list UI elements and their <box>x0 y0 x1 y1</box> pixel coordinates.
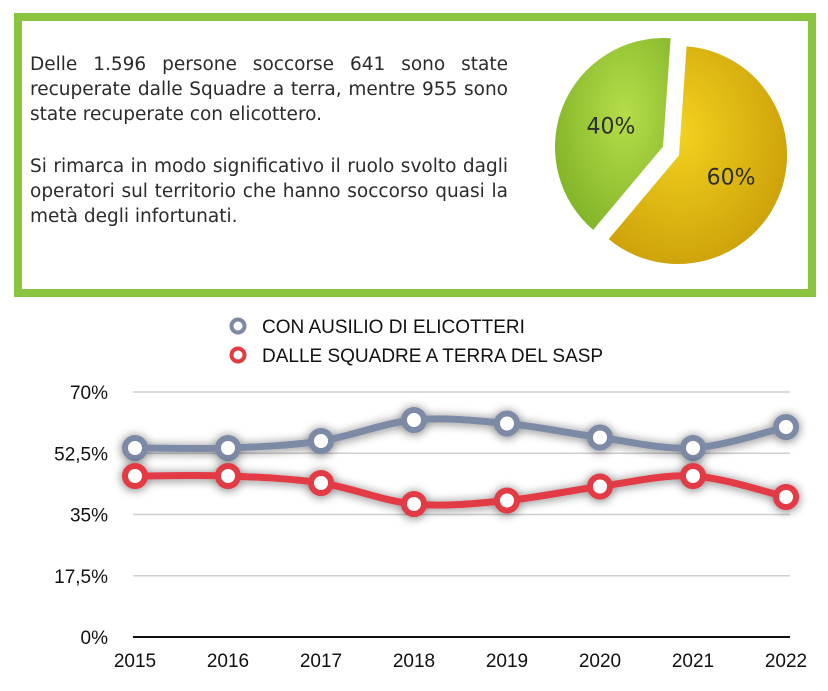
data-point <box>308 428 334 454</box>
y-tick-label: 0% <box>81 628 109 649</box>
x-tick-label: 2018 <box>393 651 435 672</box>
data-point <box>587 473 613 500</box>
x-tick-label: 2022 <box>765 651 807 672</box>
summary-paragraph-1: Delle 1.596 persone soccorse 641 sono st… <box>30 54 508 125</box>
series-ground <box>122 463 799 517</box>
data-point <box>773 484 799 510</box>
data-point <box>680 435 706 461</box>
x-tick-label: 2021 <box>672 651 714 672</box>
legend-marker <box>229 317 247 335</box>
x-tick-label: 2015 <box>114 651 156 672</box>
data-point <box>587 424 613 451</box>
x-tick-label: 2019 <box>486 651 528 672</box>
y-tick-label: 35% <box>70 506 108 527</box>
data-point <box>122 463 148 489</box>
pie-label: 60% <box>707 165 756 190</box>
y-tick-label: 17,5% <box>54 567 108 588</box>
pie-label: 40% <box>587 115 636 140</box>
summary-text: Delle 1.596 persone soccorse 641 sono st… <box>30 52 508 256</box>
y-tick-label: 52,5% <box>54 444 108 465</box>
data-point <box>122 435 148 461</box>
x-tick-label: 2017 <box>300 651 342 672</box>
data-point <box>215 463 241 489</box>
pie-slice-60 <box>605 44 789 266</box>
legend-marker <box>229 346 247 364</box>
x-tick-label: 2020 <box>579 651 621 672</box>
data-point <box>494 410 520 437</box>
summary-paragraph-2: Si rimarca in modo significativo il ruol… <box>30 156 508 227</box>
legend-label: CON AUSILIO DI ELICOTTERI <box>262 317 525 338</box>
data-point <box>401 491 427 517</box>
data-point <box>494 487 520 514</box>
data-point <box>401 407 427 433</box>
data-point <box>680 463 706 489</box>
pie-slice-40 <box>553 36 673 233</box>
data-point <box>308 470 334 496</box>
y-tick-label: 70% <box>70 383 108 404</box>
pie-chart: 60% 40% <box>553 36 789 266</box>
data-point <box>215 435 241 461</box>
x-tick-label: 2016 <box>207 651 249 672</box>
data-point <box>773 414 799 440</box>
legend-label: DALLE SQUADRE A TERRA DEL SASP <box>262 346 603 367</box>
series-helicopter <box>122 407 799 461</box>
